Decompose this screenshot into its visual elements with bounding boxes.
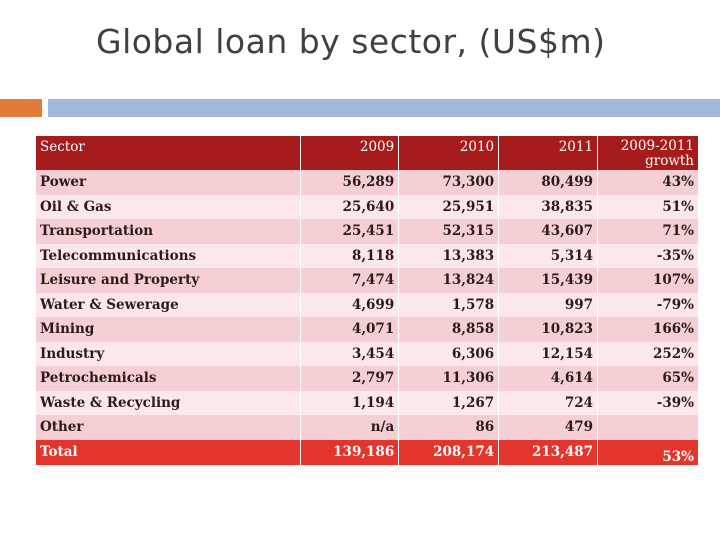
table-row: Leisure and Property 7,474 13,824 15,439 107…: [36, 268, 699, 293]
total-label: Total: [36, 439, 302, 465]
cell-2010: 73,300: [398, 170, 500, 195]
cell-2009: 25,640: [300, 194, 400, 219]
cell-growth: -39%: [597, 390, 699, 415]
table-row: Telecommunications 8,118 13,383 5,314 -35%: [36, 243, 699, 268]
table-row: Oil & Gas 25,640 25,951 38,835 51%: [36, 194, 699, 219]
table-row: Waste & Recycling 1,194 1,267 724 -39%: [36, 390, 699, 415]
cell-growth: [597, 415, 699, 440]
cell-growth: -79%: [597, 292, 699, 317]
header-sector: Sector: [36, 136, 302, 170]
cell-2010: 6,306: [398, 341, 500, 366]
cell-2010: 13,383: [398, 243, 500, 268]
cell-2011: 43,607: [498, 219, 599, 244]
cell-2011: 12,154: [498, 341, 599, 366]
cell-2011: 38,835: [498, 194, 599, 219]
cell-sector: Transportation: [36, 219, 302, 244]
table-row: Petrochemicals 2,797 11,306 4,614 65%: [36, 366, 699, 391]
cell-2010: 52,315: [398, 219, 500, 244]
total-2011: 213,487: [498, 439, 599, 465]
cell-2009: 4,699: [300, 292, 400, 317]
cell-2009: 8,118: [300, 243, 400, 268]
cell-growth: 71%: [597, 219, 699, 244]
cell-growth: -35%: [597, 243, 699, 268]
cell-2009: 7,474: [300, 268, 400, 293]
cell-growth: 107%: [597, 268, 699, 293]
cell-sector: Telecommunications: [36, 243, 302, 268]
cell-sector: Oil & Gas: [36, 194, 302, 219]
cell-growth: 51%: [597, 194, 699, 219]
table-header-row: Sector 2009 2010 2011 2009-2011 growth: [36, 136, 699, 170]
cell-2011: 4,614: [498, 366, 599, 391]
cell-2011: 479: [498, 415, 599, 440]
cell-growth: 166%: [597, 317, 699, 342]
cell-2010: 25,951: [398, 194, 500, 219]
cell-2009: 2,797: [300, 366, 400, 391]
total-growth: 53%: [597, 439, 699, 465]
table-row: Mining 4,071 8,858 10,823 166%: [36, 317, 699, 342]
cell-2010: 13,824: [398, 268, 500, 293]
cell-2009: n/a: [300, 415, 400, 440]
cell-2011: 80,499: [498, 170, 599, 195]
table-row: Other n/a 86 479: [36, 415, 699, 440]
cell-growth: 65%: [597, 366, 699, 391]
table-row: Power 56,289 73,300 80,499 43%: [36, 170, 699, 195]
cell-2010: 1,578: [398, 292, 500, 317]
table-row: Transportation 25,451 52,315 43,607 71%: [36, 219, 699, 244]
header-2009: 2009: [300, 136, 400, 170]
header-growth: 2009-2011 growth: [597, 136, 699, 170]
accent-bar-blue: [48, 99, 720, 117]
cell-growth: 43%: [597, 170, 699, 195]
cell-sector: Other: [36, 415, 302, 440]
cell-sector: Waste & Recycling: [36, 390, 302, 415]
slide-title: Global loan by sector, (US$m): [96, 22, 606, 61]
total-2010: 208,174: [398, 439, 500, 465]
cell-sector: Water & Sewerage: [36, 292, 302, 317]
cell-sector: Petrochemicals: [36, 366, 302, 391]
total-2009: 139,186: [300, 439, 400, 465]
header-2010: 2010: [398, 136, 500, 170]
cell-2011: 724: [498, 390, 599, 415]
table-row: Industry 3,454 6,306 12,154 252%: [36, 341, 699, 366]
cell-sector: Power: [36, 170, 302, 195]
cell-2009: 25,451: [300, 219, 400, 244]
cell-2009: 4,071: [300, 317, 400, 342]
cell-growth: 252%: [597, 341, 699, 366]
cell-sector: Mining: [36, 317, 302, 342]
table-row: Water & Sewerage 4,699 1,578 997 -79%: [36, 292, 699, 317]
cell-2011: 5,314: [498, 243, 599, 268]
cell-2011: 997: [498, 292, 599, 317]
cell-sector: Leisure and Property: [36, 268, 302, 293]
table-total-row: Total 139,186 208,174 213,487 53%: [36, 439, 699, 465]
cell-2010: 86: [398, 415, 500, 440]
cell-2011: 10,823: [498, 317, 599, 342]
cell-2010: 11,306: [398, 366, 500, 391]
cell-2009: 3,454: [300, 341, 400, 366]
cell-2009: 1,194: [300, 390, 400, 415]
loan-table: Sector 2009 2010 2011 2009-2011 growth P…: [36, 136, 699, 465]
cell-sector: Industry: [36, 341, 302, 366]
cell-2009: 56,289: [300, 170, 400, 195]
cell-2011: 15,439: [498, 268, 599, 293]
header-2011: 2011: [498, 136, 599, 170]
accent-bar-orange: [0, 99, 42, 117]
cell-2010: 8,858: [398, 317, 500, 342]
cell-2010: 1,267: [398, 390, 500, 415]
